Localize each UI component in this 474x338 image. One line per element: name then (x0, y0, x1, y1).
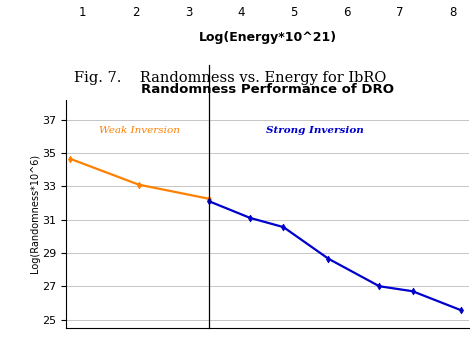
Text: 5: 5 (291, 6, 298, 19)
Text: 1: 1 (79, 6, 86, 19)
Text: Log(Energy*10^21): Log(Energy*10^21) (199, 31, 337, 44)
Title: Randomness Performance of DRO: Randomness Performance of DRO (141, 83, 394, 96)
Text: 4: 4 (237, 6, 245, 19)
Text: Strong Inversion: Strong Inversion (266, 126, 364, 135)
Text: 6: 6 (344, 6, 351, 19)
Text: 8: 8 (449, 6, 457, 19)
Text: 2: 2 (132, 6, 139, 19)
Text: Fig. 7.    Randomness vs. Energy for IbRO: Fig. 7. Randomness vs. Energy for IbRO (74, 71, 387, 85)
Y-axis label: Log(Randomness*10^6): Log(Randomness*10^6) (29, 154, 40, 273)
Text: 7: 7 (396, 6, 404, 19)
Text: 3: 3 (185, 6, 192, 19)
Text: Weak Inversion: Weak Inversion (99, 126, 180, 135)
